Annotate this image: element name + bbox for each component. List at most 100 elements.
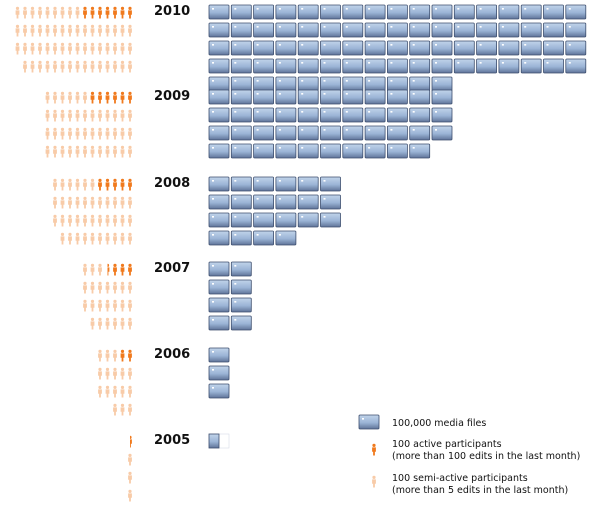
semi-active-participant-icon [128,281,132,294]
semi-active-participant-icon [83,127,87,140]
media-file-icon [230,143,252,159]
semi-active-participant-icon [128,489,132,502]
semi-active-participant-icon [53,196,57,209]
semi-active-participant-icon [60,178,65,191]
semi-active-participant-icon [68,127,72,140]
media-file-icon [208,4,230,20]
media-file-icon [208,365,230,381]
semi-active-participant-icon [98,367,102,380]
media-file-icon [297,212,319,228]
media-file-icon [364,125,386,141]
semi-active-participant-icon [105,145,110,158]
semi-active-participant-icon [83,178,87,191]
semi-active-participant-icon [60,24,65,37]
semi-active-participant-icon [83,109,87,122]
semi-active-participant-icon [113,403,117,416]
media-file-icon [253,143,275,159]
active-participant-icon [90,6,95,19]
semi-active-participant-icon [90,60,95,73]
semi-active-participant-icon [128,145,132,158]
semi-active-participant-icon [128,367,132,380]
semi-active-participant-icon [120,127,125,140]
active-participant-icon [98,91,102,104]
media-file-icon [320,212,341,228]
semi-active-participant-icon [53,91,57,104]
semi-active-participant-icon [120,403,125,416]
active-participant-icon [128,91,132,104]
semi-active-participant-icon [128,109,132,122]
media-file-icon [364,107,386,123]
media-file-icon [320,76,341,92]
semi-active-participant-icon [60,91,65,104]
semi-active-participant-icon [128,127,132,140]
semi-active-participant-icon [113,42,117,55]
media-file-icon [453,40,475,56]
semi-active-participant-icon [113,196,117,209]
media-file-icon [342,143,364,159]
semi-active-participant-icon [120,385,125,398]
semi-active-participant-icon [53,24,57,37]
media-file-icon [275,58,297,74]
media-file-icon [208,279,230,295]
semi-active-participant-icon [30,6,35,19]
media-file-icon [297,4,319,20]
semi-active-participant-icon [90,109,95,122]
semi-active-participant-icon [128,471,132,484]
media-file-icon [342,22,364,38]
semi-active-participant-icon [120,145,125,158]
media-file-icon [297,194,319,210]
media-file-icon [275,76,297,92]
media-file-icon [253,176,275,192]
active-participant-icon [98,6,102,19]
semi-active-participant-icon [128,403,132,416]
semi-active-participant-icon [120,60,125,73]
media-file-icon [208,261,230,277]
media-file-icon [498,58,520,74]
semi-active-participant-icon [120,299,125,312]
media-file-icon [275,212,297,228]
media-file-icon [208,143,230,159]
media-file-icon [342,40,364,56]
semi-active-participant-icon [75,232,80,245]
semi-active-participant-icon [113,349,117,362]
media-file-icon [297,143,319,159]
media-file-icon [320,4,341,20]
media-file-icon [275,40,297,56]
media-file-icon [230,4,252,20]
year-label: 2009 [154,89,190,104]
semi-active-participant-icon [98,232,102,245]
media-file-icon [275,194,297,210]
semi-active-participant-icon [45,91,50,104]
legend-active-label: 100 active participants [392,439,502,450]
semi-active-participant-icon [68,196,72,209]
legend-active-icon [372,443,376,456]
semi-active-participant-icon [53,127,57,140]
semi-active-participant-icon [98,263,102,276]
media-file-icon [253,58,275,74]
semi-active-participant-icon [83,24,87,37]
active-participant-icon [113,6,117,19]
semi-active-participant-icon [60,232,65,245]
semi-active-participant-icon [15,42,20,55]
media-file-icon [320,143,341,159]
legend-semi-sub: (more than 5 edits in the last month) [392,485,568,496]
year-row-2009: 2009 [45,89,453,159]
semi-active-participant-icon [90,127,95,140]
semi-active-participant-icon [60,60,65,73]
media-file-icon [431,22,453,38]
media-file-icon [320,89,341,105]
semi-active-participant-icon [83,60,87,73]
media-file-icon [230,107,252,123]
media-file-icon [208,89,230,105]
media-file-icon [230,89,252,105]
media-file-icon [320,58,341,74]
media-file-icon [230,40,252,56]
media-file-icon [342,125,364,141]
year-label: 2010 [154,4,190,19]
media-file-icon [320,125,341,141]
semi-active-participant-icon [113,299,117,312]
semi-active-participant-icon [98,281,102,294]
semi-active-participant-icon [113,109,117,122]
media-file-icon [342,76,364,92]
media-file-icon [275,230,297,246]
